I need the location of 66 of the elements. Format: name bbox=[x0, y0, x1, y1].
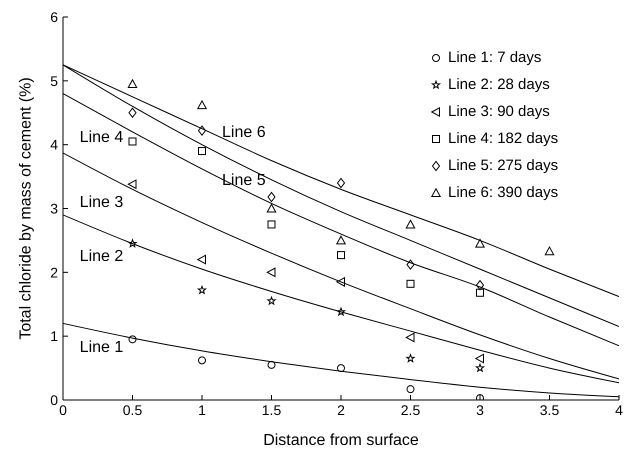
y-tick-label: 2 bbox=[50, 264, 58, 280]
point bbox=[268, 220, 276, 228]
point bbox=[406, 332, 414, 342]
point bbox=[406, 385, 414, 394]
point bbox=[476, 288, 484, 297]
x-tick-label: 3 bbox=[476, 402, 484, 418]
point bbox=[128, 108, 136, 118]
point bbox=[198, 147, 206, 156]
point bbox=[475, 354, 484, 364]
point bbox=[476, 364, 484, 372]
point bbox=[544, 246, 554, 256]
point bbox=[266, 204, 276, 212]
point bbox=[337, 178, 345, 188]
legend-label: Line 5: 275 days bbox=[448, 156, 558, 176]
legend-label: Line 6: 390 days bbox=[448, 183, 558, 203]
point bbox=[475, 238, 485, 248]
point bbox=[198, 126, 206, 136]
x-tick-label: 1.5 bbox=[262, 402, 282, 418]
y-tick-label: 6 bbox=[50, 8, 58, 25]
point bbox=[197, 254, 206, 264]
point bbox=[336, 236, 346, 244]
annotation: Line 2 bbox=[80, 246, 124, 267]
point bbox=[128, 180, 136, 189]
y-tick-label: 5 bbox=[50, 72, 58, 89]
point bbox=[197, 100, 207, 110]
y-tick-label: 1 bbox=[50, 328, 58, 344]
y-tick-label: 0 bbox=[50, 392, 58, 408]
x-tick-label: 2.5 bbox=[400, 402, 420, 418]
point bbox=[406, 280, 414, 288]
point bbox=[268, 360, 276, 369]
point bbox=[198, 286, 206, 294]
point bbox=[406, 260, 414, 270]
x-tick-label: 3.5 bbox=[540, 402, 560, 418]
point bbox=[268, 192, 276, 202]
x-tick-label: 0.5 bbox=[122, 402, 142, 418]
legend-label: Line 1: 7 days bbox=[448, 48, 542, 68]
point bbox=[337, 364, 345, 372]
y-tick-label: 3 bbox=[50, 200, 58, 216]
point bbox=[406, 220, 416, 228]
point bbox=[198, 356, 206, 364]
point bbox=[128, 137, 136, 146]
point bbox=[266, 268, 276, 278]
x-tick-label: 1 bbox=[198, 402, 206, 418]
y-tick-label: 4 bbox=[50, 136, 58, 153]
legend-label: Line 4: 182 days bbox=[448, 129, 558, 149]
annotation: Line 1 bbox=[80, 338, 124, 358]
annotation: Line 3 bbox=[80, 193, 124, 214]
point bbox=[337, 251, 345, 260]
point bbox=[336, 308, 346, 316]
point bbox=[406, 354, 415, 362]
point bbox=[128, 335, 136, 344]
point bbox=[128, 79, 138, 88]
annotation: Line 5 bbox=[222, 170, 266, 191]
annotation: Line 6 bbox=[222, 123, 266, 144]
point bbox=[476, 394, 484, 400]
x-tick-label: 4 bbox=[615, 402, 624, 418]
annotation: Line 4 bbox=[80, 128, 124, 148]
point bbox=[476, 280, 484, 290]
legend-label: Line 3: 90 days bbox=[448, 102, 550, 122]
point bbox=[267, 296, 276, 305]
x-tick-label: 2 bbox=[337, 402, 346, 418]
point bbox=[336, 277, 345, 287]
x-axis-title: Distance from surface bbox=[263, 432, 419, 449]
y-axis-title: Total chloride by mass of cement (%) bbox=[18, 77, 34, 340]
point bbox=[128, 239, 137, 248]
legend-label: Line 2: 28 days bbox=[448, 75, 550, 95]
